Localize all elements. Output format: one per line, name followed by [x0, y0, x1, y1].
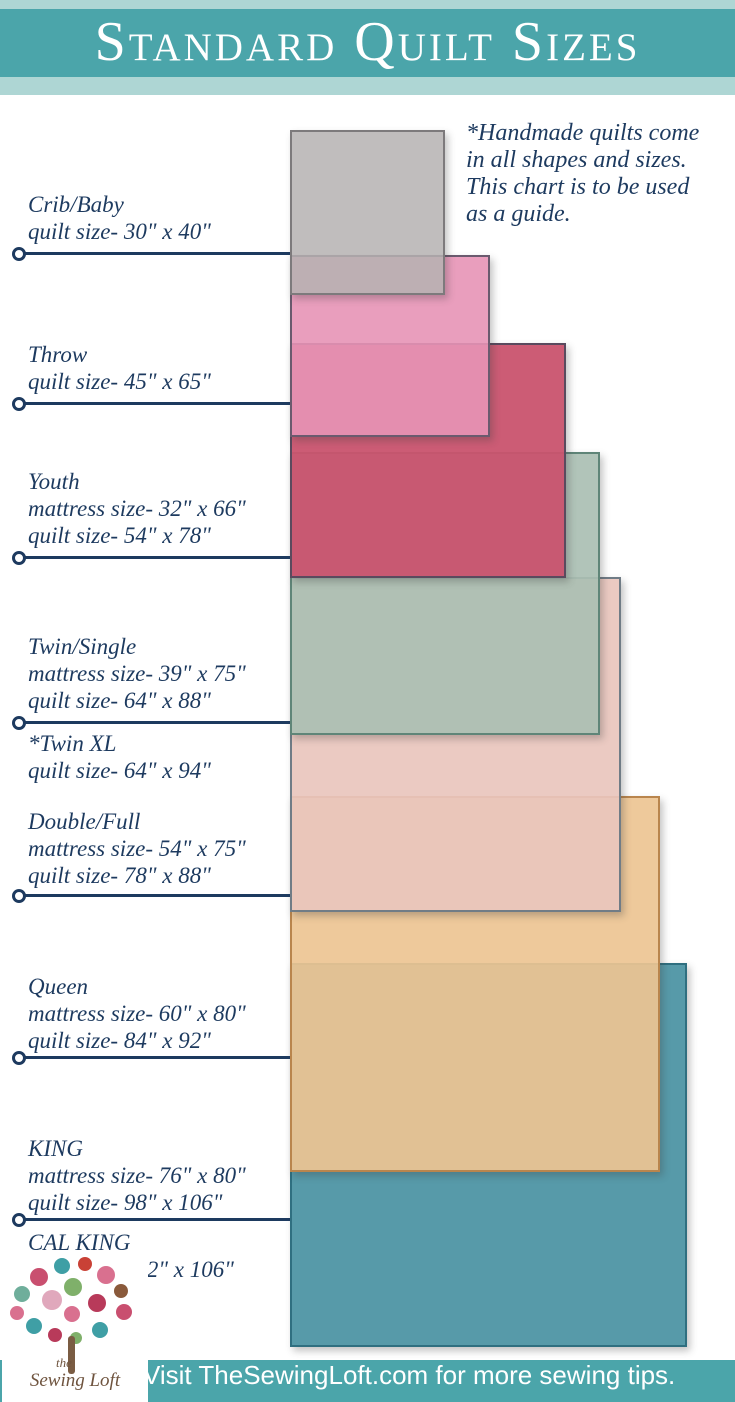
button-dot-icon	[30, 1268, 48, 1286]
button-dot-icon	[64, 1306, 80, 1322]
leader-line-king	[12, 1213, 290, 1227]
quilt-name: *Twin XL	[28, 731, 117, 756]
leader-line-double	[12, 889, 290, 903]
button-dot-icon	[97, 1266, 115, 1284]
quilt-size: quilt size- 64" x 88"	[28, 688, 211, 713]
leader-dot-icon	[12, 889, 26, 903]
footer-text: Visit TheSewingLoft.com for more sewing …	[143, 1360, 676, 1390]
label-throw: Throw quilt size- 45" x 65"	[28, 341, 300, 395]
logo-tree-trunk	[68, 1336, 75, 1374]
mattress-size: mattress size- 32" x 66"	[28, 496, 246, 521]
label-crib-baby: Crib/Baby quilt size- 30" x 40"	[28, 191, 300, 245]
mattress-size: mattress size- 76" x 80"	[28, 1163, 246, 1188]
button-dot-icon	[48, 1328, 62, 1342]
leader-dot-icon	[12, 247, 26, 261]
leader-dot-icon	[12, 397, 26, 411]
leader-line-youth	[12, 551, 290, 565]
sewing-loft-logo: the Sewing Loft	[2, 1252, 148, 1402]
label-king: KING mattress size- 76" x 80" quilt size…	[28, 1135, 300, 1216]
button-dot-icon	[78, 1257, 92, 1271]
button-dot-icon	[14, 1286, 30, 1302]
header-banner: Standard Quilt Sizes	[0, 0, 735, 95]
leader-line-throw	[12, 397, 290, 411]
quilt-name: Queen	[28, 974, 89, 999]
logo-text-the: the	[56, 1355, 72, 1370]
quilt-name: Crib/Baby	[28, 192, 124, 217]
label-youth: Youth mattress size- 32" x 66" quilt siz…	[28, 468, 300, 549]
banner-stripe-top	[0, 0, 735, 9]
button-dot-icon	[92, 1322, 108, 1338]
leader-line-twin	[12, 716, 290, 730]
mattress-size: mattress size- 39" x 75"	[28, 661, 246, 686]
mattress-size: mattress size- 54" x 75"	[28, 836, 246, 861]
quilt-name: Youth	[28, 469, 80, 494]
note-line: *Handmade quilts come	[466, 120, 700, 146]
quilt-name: KING	[28, 1136, 83, 1161]
note-line: in all shapes and sizes.	[466, 147, 687, 173]
quilt-name: Twin/Single	[28, 634, 137, 659]
leader-dot-icon	[12, 1051, 26, 1065]
leader-dot-icon	[12, 1213, 26, 1227]
button-dot-icon	[26, 1318, 42, 1334]
leader-dot-icon	[12, 551, 26, 565]
button-dot-icon	[116, 1304, 132, 1320]
mattress-size: mattress size- 60" x 80"	[28, 1001, 246, 1026]
leader-line-queen	[12, 1051, 290, 1065]
label-queen: Queen mattress size- 60" x 80" quilt siz…	[28, 973, 300, 1054]
leader-line-crib	[12, 247, 290, 261]
label-double-full: Double/Full mattress size- 54" x 75" qui…	[28, 808, 300, 889]
button-dot-icon	[64, 1278, 82, 1296]
quilt-name: Double/Full	[28, 809, 141, 834]
button-dot-icon	[88, 1294, 106, 1312]
quilt-size: quilt size- 84" x 92"	[28, 1028, 211, 1053]
quilt-size: quilt size- 78" x 88"	[28, 863, 211, 888]
quilt-size: quilt size- 98" x 106"	[28, 1190, 223, 1215]
banner-stripe-bottom	[0, 77, 735, 95]
quilt-size: quilt size- 54" x 78"	[28, 523, 211, 548]
quilt-name: CAL KING	[28, 1230, 131, 1255]
button-dot-icon	[54, 1258, 70, 1274]
note-line: as a guide.	[466, 201, 571, 227]
logo-text-name: Sewing Loft	[29, 1370, 121, 1391]
button-dot-icon	[10, 1306, 24, 1320]
page-title: Standard Quilt Sizes	[94, 11, 641, 73]
note-line: This chart is to be used	[466, 174, 690, 200]
quilt-name: Throw	[28, 342, 88, 367]
quilt-size: quilt size- 64" x 94"	[28, 758, 211, 783]
label-twin-single: Twin/Single mattress size- 39" x 75" qui…	[28, 633, 300, 714]
button-dot-icon	[42, 1290, 62, 1310]
quilt-size: quilt size- 45" x 65"	[28, 369, 211, 394]
label-twin-xl: *Twin XL quilt size- 64" x 94"	[28, 730, 300, 784]
quilt-size: quilt size- 30" x 40"	[28, 219, 211, 244]
quilt-rect-crib-baby	[290, 130, 445, 295]
leader-dot-icon	[12, 716, 26, 730]
button-dot-icon	[114, 1284, 128, 1298]
handmade-note: *Handmade quilts come in all shapes and …	[466, 120, 728, 228]
